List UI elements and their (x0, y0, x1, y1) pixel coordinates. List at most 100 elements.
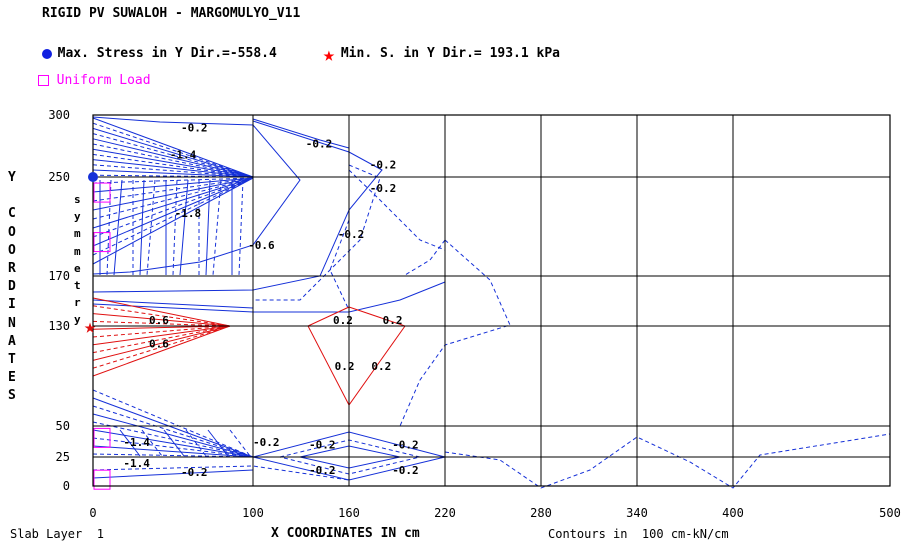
contour-line (139, 179, 145, 276)
y-axis-letter: C (8, 206, 16, 222)
contour-line (92, 325, 231, 338)
min-stress-star-icon: ★ (322, 41, 335, 66)
contour-line (92, 325, 231, 354)
contour-value-label: 0.6 (149, 314, 169, 327)
y-axis-letter: N (8, 315, 16, 331)
symmetry-letter: m (74, 227, 81, 241)
symmetry-letter: y (74, 210, 81, 224)
contour-lines (92, 116, 891, 490)
y-tick-label: 25 (56, 450, 70, 464)
contour-line (119, 429, 141, 457)
contour-line (92, 138, 254, 178)
contour-line (92, 325, 231, 346)
contour-value-label: -0.2 (392, 439, 419, 452)
contour-value-label: -0.2 (306, 138, 333, 151)
plot-grid (92, 114, 891, 487)
contour-value-label: -0.2 (309, 439, 336, 452)
y-axis-letter: R (8, 261, 16, 276)
symmetry-letter: e (74, 261, 81, 275)
contour-line (185, 429, 207, 457)
contour-value-label: 0.6 (149, 338, 169, 351)
uniform-load-box (93, 427, 111, 448)
contour-value-label: -0.2 (392, 464, 419, 477)
y-axis-letter: D (8, 279, 16, 295)
contour-line (348, 169, 446, 280)
min-stress-text: Min. S. in Y Dir.= 193.1 kPa (340, 46, 561, 61)
contour-line (92, 169, 254, 178)
contour-line (113, 179, 123, 276)
contour-line (92, 117, 254, 178)
contour-value-label: -1.4 (170, 149, 197, 162)
uniform-load-box (93, 182, 111, 203)
y-tick-label: 300 (48, 108, 70, 122)
y-axis-letter: O (8, 224, 16, 240)
contour-line (92, 177, 254, 238)
contour-line (238, 179, 244, 276)
contour-value-label: -1.8 (175, 207, 202, 220)
contour-value-label: -1.4 (123, 457, 150, 470)
slab-layer-label: Slab Layer 1 (10, 527, 104, 541)
x-tick-label: 280 (530, 506, 552, 520)
contour-value-label: 0.2 (371, 360, 391, 373)
contour-value-label: 0.2 (335, 360, 355, 373)
x-tick-label: 220 (434, 506, 456, 520)
y-tick-label: 50 (56, 419, 70, 433)
contour-line (141, 429, 163, 457)
y-tick-label: 170 (48, 269, 70, 283)
contour-value-label: -0.2 (181, 466, 208, 479)
y-tick-label: 250 (48, 170, 70, 184)
contour-line (92, 313, 231, 327)
contour-value-label: -0.2 (309, 464, 336, 477)
contour-line (92, 177, 254, 265)
x-tick-label: 340 (626, 506, 648, 520)
y-axis-letter: S (8, 388, 16, 404)
contour-line (92, 177, 254, 229)
contour-line (92, 177, 254, 220)
contour-line (399, 239, 511, 427)
y-axis-letter: Y (8, 170, 16, 185)
y-axis-letter: I (8, 297, 16, 313)
contour-line (253, 164, 381, 301)
contour-line (252, 118, 350, 149)
contour-line (207, 429, 229, 457)
symmetry-letter: y (74, 313, 81, 327)
contour-line (92, 177, 254, 202)
max-stress-marker-icon (41, 48, 52, 59)
contour-line (279, 439, 421, 475)
x-tick-label: 0 (89, 506, 96, 520)
y-axis-letter: O (8, 242, 16, 258)
uniform-load-square-icon (37, 75, 49, 86)
contour-line (92, 465, 350, 481)
min-stress-star: ★ (84, 314, 96, 338)
contour-value-label: -0.2 (370, 159, 397, 172)
contour-line (92, 299, 254, 309)
load-legend: Uniform Load (22, 58, 151, 88)
contour-line (92, 164, 254, 178)
contour-line (92, 320, 231, 327)
contour-line (92, 325, 231, 369)
contour-line (92, 177, 254, 184)
axis-ticks: 0 100 160 220 280 340 400 500 0 25 50 130 170 250 300 (48, 108, 901, 520)
contour-line (92, 122, 254, 178)
contour-line (92, 143, 254, 178)
y-axis-letter: E (8, 370, 16, 386)
y-axis-letter: T (8, 352, 16, 367)
contour-line (92, 177, 254, 256)
max-stress-text: Max. Stress in Y Dir.=-558.4 (57, 46, 277, 61)
contour-line (329, 219, 350, 311)
contour-line (92, 305, 231, 327)
contour-line (92, 159, 254, 178)
contours-unit-label: Contours in 100 cm-kN/cm (548, 527, 729, 541)
contour-line (92, 405, 254, 458)
x-tick-label: 500 (879, 506, 901, 520)
symmetry-letter: r (74, 296, 81, 310)
stress-legend: Max. Stress in Y Dir.=-558.4 ★ Min. S. in … (26, 31, 561, 64)
symmetry-letter: t (74, 279, 81, 292)
contour-value-label: -0.2 (338, 228, 365, 241)
contour-value-label: -0.2 (181, 121, 208, 134)
contour-line (92, 177, 254, 247)
contour-line (229, 429, 251, 457)
contour-value-label: -0.6 (248, 239, 275, 252)
contour-line (146, 179, 156, 276)
